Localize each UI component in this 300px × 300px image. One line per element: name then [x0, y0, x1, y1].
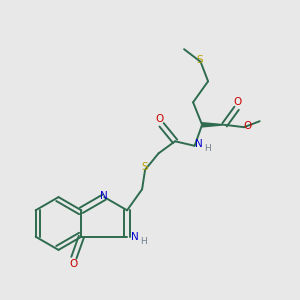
- Text: O: O: [244, 121, 252, 131]
- Text: H: H: [140, 237, 147, 246]
- Text: N: N: [100, 190, 108, 201]
- Text: O: O: [155, 114, 163, 124]
- Text: O: O: [233, 97, 242, 107]
- Text: H: H: [204, 144, 211, 153]
- Text: N: N: [131, 232, 139, 242]
- Text: N: N: [195, 139, 203, 149]
- Text: S: S: [196, 55, 203, 65]
- Polygon shape: [202, 123, 225, 127]
- Text: S: S: [141, 162, 148, 172]
- Text: O: O: [70, 259, 78, 269]
